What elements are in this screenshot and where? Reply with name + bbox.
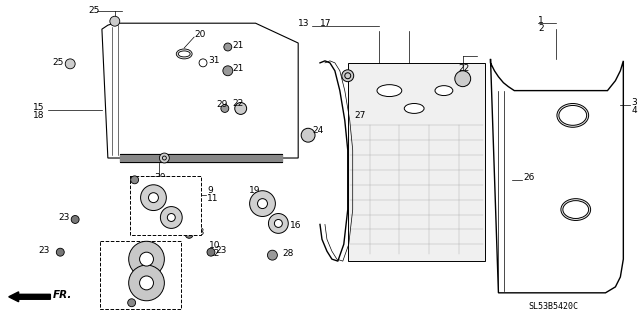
Circle shape <box>161 207 182 228</box>
Text: 1: 1 <box>538 16 544 25</box>
Ellipse shape <box>559 106 587 125</box>
Circle shape <box>167 213 175 221</box>
Text: 24: 24 <box>312 126 323 135</box>
Circle shape <box>110 16 120 26</box>
Text: FR.: FR. <box>52 290 72 300</box>
Text: 22: 22 <box>233 99 244 108</box>
Circle shape <box>56 248 64 256</box>
Circle shape <box>268 250 277 260</box>
Bar <box>348 63 484 261</box>
Circle shape <box>185 230 193 238</box>
Text: 28: 28 <box>282 249 294 258</box>
Circle shape <box>250 191 275 217</box>
Circle shape <box>268 213 288 234</box>
Ellipse shape <box>176 49 192 59</box>
Circle shape <box>148 193 159 203</box>
Text: 19: 19 <box>248 186 260 195</box>
Circle shape <box>235 102 246 115</box>
Circle shape <box>301 128 315 142</box>
Text: 23: 23 <box>161 294 173 303</box>
Circle shape <box>154 297 161 305</box>
Text: 3: 3 <box>631 98 637 107</box>
Circle shape <box>223 66 233 76</box>
Text: 30: 30 <box>124 302 135 311</box>
Ellipse shape <box>563 201 589 219</box>
Text: 23: 23 <box>193 228 205 237</box>
Ellipse shape <box>561 199 591 220</box>
Text: 10: 10 <box>209 241 220 250</box>
Text: SL53B5420C: SL53B5420C <box>528 302 578 311</box>
Circle shape <box>140 276 154 290</box>
Circle shape <box>342 70 354 82</box>
FancyArrow shape <box>9 292 51 302</box>
Text: 15: 15 <box>33 103 44 112</box>
Text: 13: 13 <box>298 19 310 28</box>
Text: 14: 14 <box>154 185 165 194</box>
Circle shape <box>129 241 164 277</box>
Circle shape <box>65 59 75 69</box>
Circle shape <box>221 105 229 112</box>
Text: 29: 29 <box>216 100 227 109</box>
Text: 16: 16 <box>291 221 302 230</box>
Text: 27: 27 <box>355 111 366 120</box>
Circle shape <box>128 299 136 307</box>
Text: 12: 12 <box>209 249 220 258</box>
Circle shape <box>224 43 232 51</box>
Text: 9: 9 <box>207 186 212 195</box>
Ellipse shape <box>404 103 424 114</box>
Text: 31: 31 <box>208 56 220 65</box>
Text: 11: 11 <box>207 194 218 203</box>
Text: 21: 21 <box>233 41 244 49</box>
Circle shape <box>207 248 215 256</box>
Text: 30: 30 <box>154 173 166 182</box>
Text: 23: 23 <box>215 246 227 255</box>
Circle shape <box>129 265 164 301</box>
Bar <box>130 176 201 235</box>
Ellipse shape <box>179 51 190 57</box>
Circle shape <box>275 219 282 227</box>
Text: 2: 2 <box>538 24 544 33</box>
Text: 21: 21 <box>233 64 244 73</box>
Text: 25: 25 <box>52 58 64 67</box>
Circle shape <box>141 185 166 211</box>
Ellipse shape <box>557 103 589 127</box>
Polygon shape <box>102 23 298 158</box>
Ellipse shape <box>435 85 453 96</box>
Circle shape <box>455 71 470 87</box>
Text: 20: 20 <box>194 30 205 39</box>
Text: 22: 22 <box>459 64 470 73</box>
Polygon shape <box>120 154 282 162</box>
Polygon shape <box>490 59 623 293</box>
Text: 23: 23 <box>38 246 50 255</box>
Text: 4: 4 <box>631 106 637 115</box>
Circle shape <box>140 252 154 266</box>
Circle shape <box>131 176 139 184</box>
Text: 25: 25 <box>88 6 99 15</box>
Circle shape <box>159 153 170 163</box>
Text: 26: 26 <box>524 173 534 182</box>
Text: 18: 18 <box>33 111 44 120</box>
Bar <box>100 241 181 309</box>
Text: 27: 27 <box>152 176 163 185</box>
Text: 17: 17 <box>320 19 332 28</box>
Circle shape <box>71 216 79 223</box>
Ellipse shape <box>377 85 402 97</box>
Circle shape <box>257 199 268 209</box>
Text: 23: 23 <box>58 213 70 222</box>
